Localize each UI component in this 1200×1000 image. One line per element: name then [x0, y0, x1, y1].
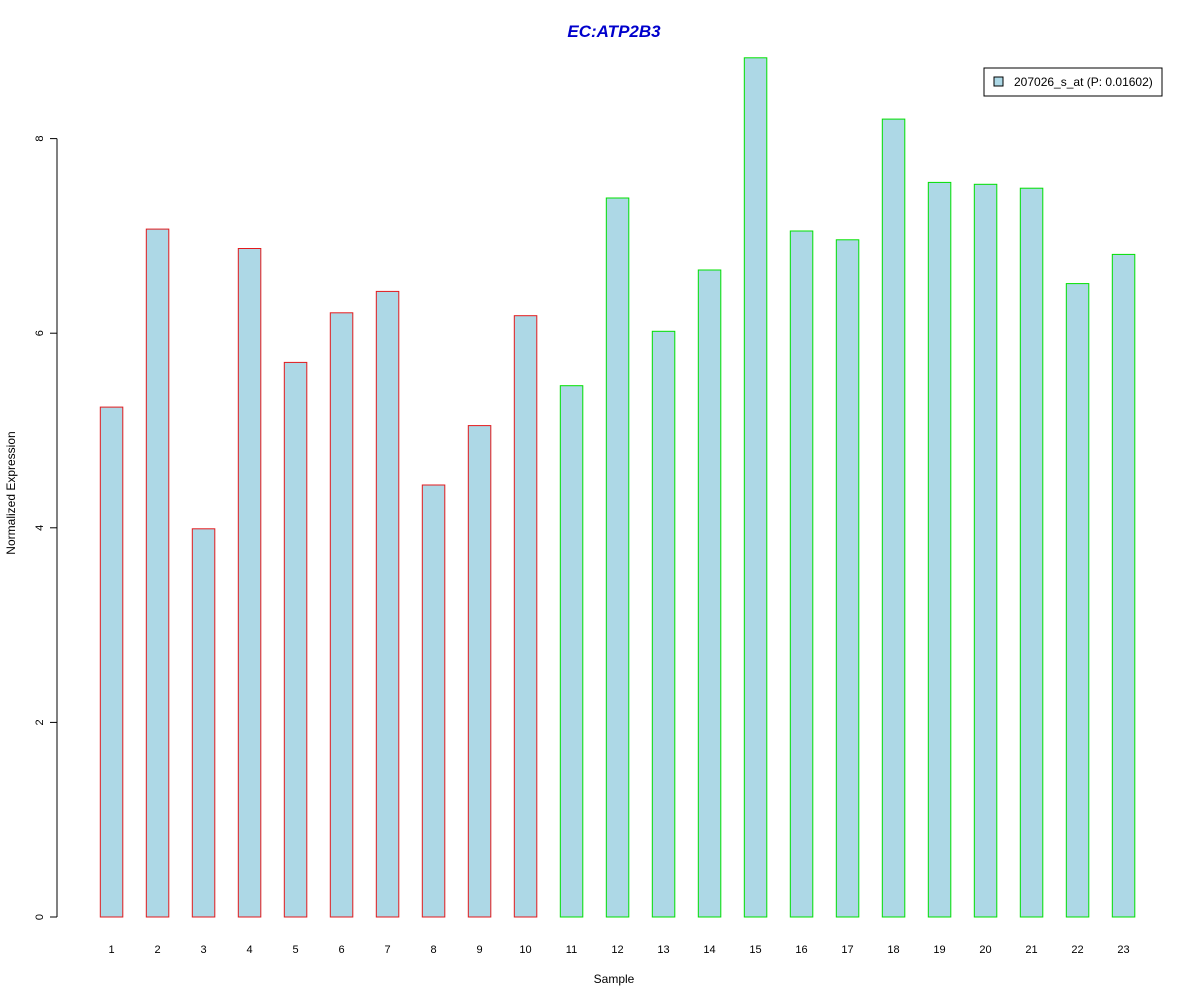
bar-sample-19: [927, 181, 952, 918]
bar-sample-21: [1019, 187, 1044, 918]
x-tick-label: 23: [1117, 944, 1129, 956]
legend-entry-label: 207026_s_at (P: 0.01602): [1014, 75, 1153, 89]
x-tick-label: 11: [566, 944, 577, 956]
legend: 207026_s_at (P: 0.01602): [983, 67, 1163, 97]
legend-swatch: [993, 76, 1004, 87]
x-tick-label: 5: [292, 944, 298, 956]
x-tick-label: 14: [703, 944, 715, 956]
bar-sample-11: [559, 385, 584, 918]
bar-sample-17: [835, 239, 860, 918]
y-tick-label: 0: [34, 914, 46, 920]
x-tick-label: 22: [1071, 944, 1083, 956]
bar-sample-12: [605, 197, 630, 918]
bar-sample-16: [789, 230, 814, 918]
y-tick-label: 4: [34, 525, 46, 531]
y-tick-label: 6: [34, 330, 46, 336]
bar-sample-13: [651, 330, 676, 918]
x-tick-label: 8: [430, 944, 436, 956]
bar-sample-15: [743, 57, 768, 918]
bar-sample-22: [1065, 283, 1090, 918]
x-tick-label: 19: [933, 944, 945, 956]
bar-sample-3: [191, 528, 216, 918]
x-tick-label: 6: [338, 944, 344, 956]
bar-sample-18: [881, 118, 906, 918]
x-tick-label: 3: [200, 944, 206, 956]
x-axis-label: Sample: [594, 972, 635, 986]
bar-sample-5: [283, 361, 308, 918]
bar-sample-20: [973, 183, 998, 918]
y-tick-label: 8: [34, 136, 46, 142]
bar-sample-4: [237, 248, 262, 918]
bar-sample-14: [697, 269, 722, 918]
bars-group: [99, 57, 1136, 918]
x-tick-label: 16: [795, 944, 807, 956]
bar-sample-2: [145, 228, 170, 918]
bar-sample-9: [467, 425, 492, 918]
x-tick-label: 17: [841, 944, 853, 956]
x-tick-label: 2: [154, 944, 160, 956]
x-tick-label: 18: [887, 944, 899, 956]
y-axis-label: Normalized Expression: [4, 431, 18, 554]
x-tick-label: 7: [384, 944, 390, 956]
x-tick-label: 1: [108, 944, 114, 956]
x-tick-label: 13: [657, 944, 669, 956]
x-tick-labels: 1 2 3 4 5 6 7 8 9 10 11 12 13 14 15 16 17 18 19 20 21 22 23: [108, 944, 1129, 956]
bar-sample-6: [329, 312, 354, 918]
x-tick-label: 9: [476, 944, 482, 956]
x-tick-label: 21: [1025, 944, 1037, 956]
chart-title: EC:ATP2B3: [567, 22, 661, 41]
bar-sample-10: [513, 315, 538, 918]
bar-sample-7: [375, 290, 400, 918]
x-tick-label: 10: [519, 944, 531, 956]
x-tick-label: 12: [611, 944, 623, 956]
bar-sample-1: [99, 406, 124, 918]
y-axis: 0 2 4 6 8: [34, 136, 58, 920]
x-tick-label: 15: [749, 944, 761, 956]
bar-sample-23: [1111, 253, 1136, 918]
y-tick-label: 2: [34, 719, 46, 725]
legend-box: [983, 67, 1163, 97]
x-tick-label: 4: [246, 944, 252, 956]
bar-sample-8: [421, 484, 446, 918]
x-tick-label: 20: [979, 944, 991, 956]
